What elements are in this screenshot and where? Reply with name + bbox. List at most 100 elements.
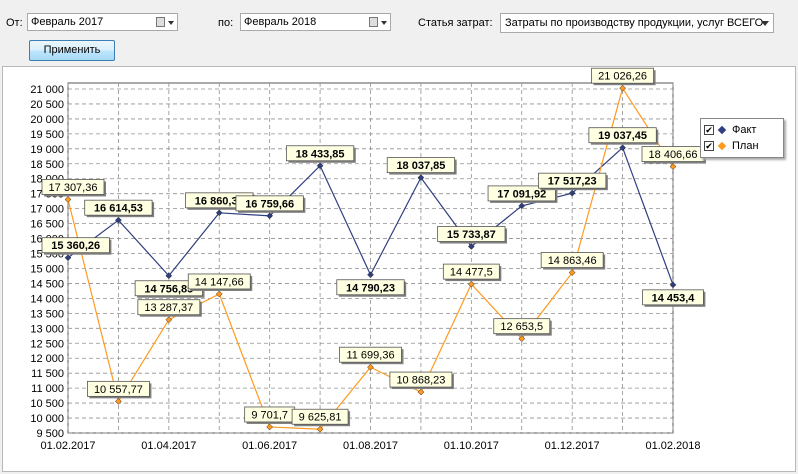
data-label: 16 759,66 <box>245 198 294 210</box>
data-label-box <box>538 172 607 189</box>
data-label-box <box>588 127 657 144</box>
y-tick-label: 16 500 <box>30 219 64 231</box>
data-label-box <box>591 67 654 84</box>
y-tick-label: 21 000 <box>30 84 64 96</box>
data-label: 14 453,4 <box>652 292 696 304</box>
data-label-box <box>336 279 405 296</box>
data-point[interactable] <box>367 363 374 371</box>
data-label: 16 860,33 <box>195 195 244 207</box>
y-tick-label: 11 000 <box>31 383 64 395</box>
data-point[interactable] <box>467 243 475 250</box>
cost-item-value: Затраты по производству продукции, услуг… <box>505 17 764 29</box>
data-point[interactable] <box>518 335 526 343</box>
data-point[interactable] <box>669 281 677 289</box>
data-point[interactable] <box>619 144 626 152</box>
data-label-box <box>291 408 349 425</box>
legend-label-fact: Факт <box>732 124 757 136</box>
data-label: 15 733,87 <box>447 229 496 241</box>
data-label: 17 307,36 <box>49 182 98 194</box>
diamond-marker-icon <box>717 125 727 135</box>
data-label: 12 653,5 <box>500 321 543 333</box>
chart-legend: ✔ Факт ✔ План <box>700 118 784 158</box>
data-label-box <box>41 179 105 195</box>
data-label: 9 625,81 <box>299 412 342 424</box>
data-label: 18 406,66 <box>649 149 698 161</box>
data-point[interactable] <box>215 209 223 217</box>
cost-item-label: Статья затрат: <box>418 17 493 29</box>
data-point[interactable] <box>518 202 526 210</box>
data-label: 10 868,23 <box>396 375 445 387</box>
data-label: 11 699,36 <box>346 350 394 362</box>
data-point[interactable] <box>165 316 173 324</box>
data-label: 19 037,45 <box>598 130 647 142</box>
to-label: по: <box>218 17 234 29</box>
data-point[interactable] <box>619 84 626 92</box>
cost-item-select[interactable]: Затраты по производству продукции, услуг… <box>500 13 774 33</box>
data-label: 9 701,7 <box>251 409 288 421</box>
data-point[interactable] <box>64 196 72 203</box>
data-label-box <box>540 252 604 268</box>
y-tick-label: 13 000 <box>30 323 64 335</box>
y-tick-label: 18 500 <box>30 159 64 171</box>
chevron-down-icon[interactable] <box>381 21 387 25</box>
data-point[interactable] <box>115 398 122 405</box>
x-tick-label: 01.08.2017 <box>343 440 398 452</box>
data-point[interactable] <box>165 272 173 280</box>
diamond-marker-icon <box>717 141 727 151</box>
data-point[interactable] <box>115 216 122 224</box>
data-label: 14 863,46 <box>548 255 597 267</box>
data-label: 14 756,85 <box>144 283 193 295</box>
data-point[interactable] <box>568 269 576 276</box>
checkbox-icon[interactable]: ✔ <box>704 125 714 135</box>
data-point[interactable] <box>215 290 223 298</box>
data-label-box <box>442 263 500 280</box>
y-tick-label: 19 500 <box>30 129 64 141</box>
calendar-icon[interactable] <box>156 17 165 27</box>
data-point[interactable] <box>316 162 324 170</box>
data-point[interactable] <box>417 388 425 396</box>
legend-item-fact[interactable]: ✔ Факт <box>704 124 782 138</box>
x-tick-label: 01.04.2017 <box>141 440 196 452</box>
calendar-icon[interactable] <box>369 17 378 27</box>
data-label-box <box>642 289 704 306</box>
data-label-box <box>437 226 506 242</box>
y-tick-label: 20 500 <box>30 99 64 111</box>
to-date-picker[interactable]: Февраль 2018 <box>240 13 391 31</box>
y-tick-label: 12 000 <box>30 353 64 365</box>
data-point[interactable] <box>266 212 274 220</box>
apply-button[interactable]: Применить <box>29 40 115 61</box>
y-tick-label: 10 000 <box>30 413 64 425</box>
data-point[interactable] <box>568 189 576 197</box>
data-label: 18 037,85 <box>396 160 445 172</box>
y-tick-label: 20 000 <box>30 114 64 126</box>
data-label: 14 147,66 <box>195 276 244 288</box>
y-tick-label: 19 000 <box>30 144 64 156</box>
y-tick-label: 9 500 <box>36 428 64 440</box>
data-point[interactable] <box>669 163 677 170</box>
data-label: 13 287,37 <box>144 302 193 314</box>
data-label: 17 091,92 <box>497 188 546 200</box>
data-label-box <box>84 199 153 216</box>
chevron-down-icon[interactable] <box>168 21 174 25</box>
y-tick-label: 17 000 <box>30 204 64 216</box>
checkbox-icon[interactable]: ✔ <box>704 141 714 151</box>
legend-item-plan[interactable]: ✔ План <box>704 140 782 154</box>
data-point[interactable] <box>417 174 425 181</box>
data-point[interactable] <box>467 280 475 288</box>
data-point[interactable] <box>266 423 274 431</box>
data-label: 16 614,53 <box>94 203 143 215</box>
y-tick-label: 14 000 <box>30 293 64 305</box>
data-label: 21 026,26 <box>598 71 647 83</box>
data-label: 18 433,85 <box>296 148 345 160</box>
data-label-box <box>339 346 402 363</box>
y-tick-label: 14 500 <box>30 278 64 290</box>
chevron-down-icon[interactable] <box>761 21 769 26</box>
data-point[interactable] <box>367 271 374 279</box>
data-label-box <box>386 157 456 174</box>
data-point[interactable] <box>64 254 72 262</box>
data-label: 17 517,23 <box>548 176 597 188</box>
data-point[interactable] <box>316 425 324 433</box>
from-date-picker[interactable]: Февраль 2017 <box>27 13 178 31</box>
data-label-box <box>487 185 556 202</box>
